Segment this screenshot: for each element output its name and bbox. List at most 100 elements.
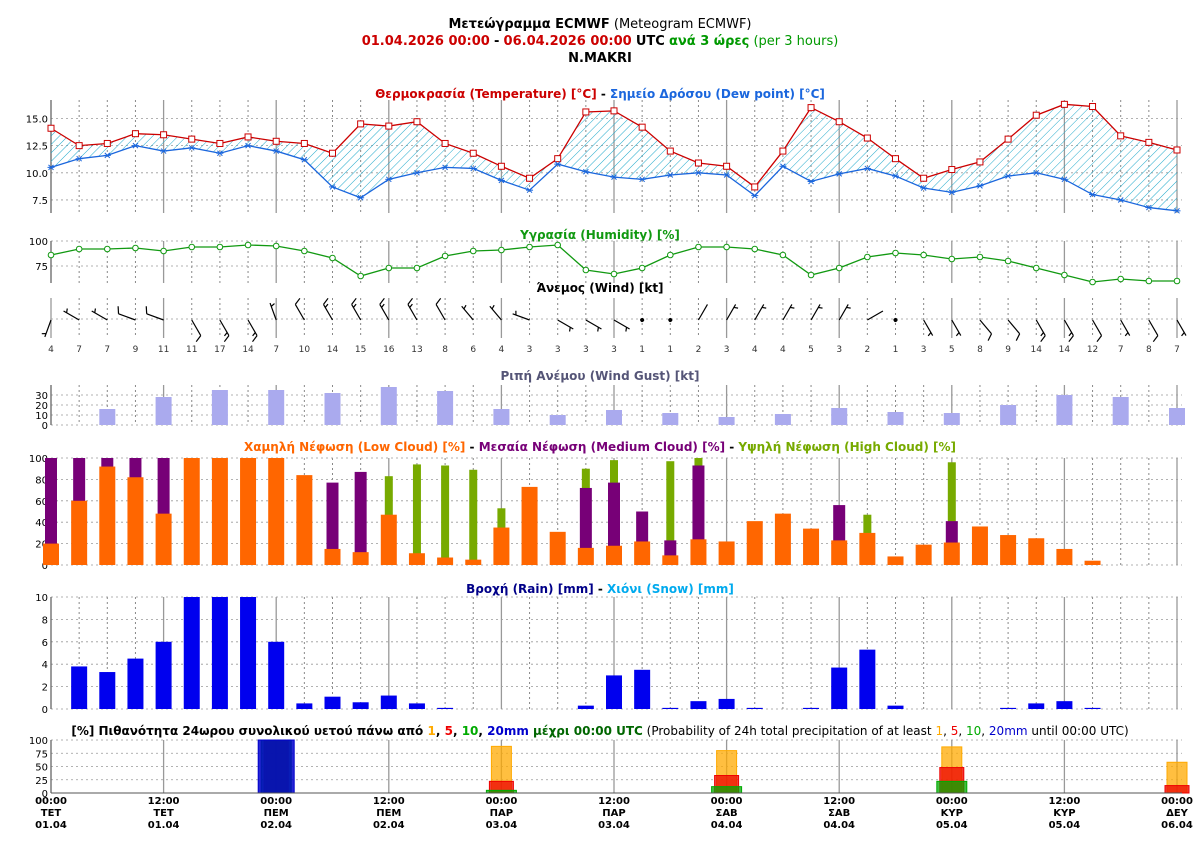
wind-barb-shaft xyxy=(269,302,277,321)
x-tick-label: 03.04 xyxy=(486,820,518,831)
humidity-point xyxy=(610,270,618,278)
low-cloud-bar xyxy=(71,500,88,565)
wind-barb-shaft xyxy=(979,319,992,335)
wind-barb-half-feather xyxy=(491,304,495,310)
wind-barb xyxy=(63,308,80,321)
wind-barb-half-feather xyxy=(761,306,767,309)
high-cloud-bar xyxy=(412,464,421,565)
low-cloud-bar xyxy=(493,527,510,565)
probability-bar-5 xyxy=(1164,785,1190,794)
low-cloud-bar xyxy=(1000,535,1017,565)
temperature-point xyxy=(216,139,224,147)
dewpoint-point xyxy=(441,164,449,171)
x-tick-label: 00:00 xyxy=(936,796,968,807)
wind-speed-label: 17 xyxy=(214,345,225,355)
dewpoint-point-stroke xyxy=(442,164,448,171)
wind-speed-label: 7 xyxy=(1118,345,1124,355)
dewpoint-point xyxy=(892,173,899,179)
x-tick-label: ΠΕΜ xyxy=(264,808,289,819)
wind-barb xyxy=(1120,319,1131,337)
wind-barb-feather xyxy=(117,306,120,314)
x-tick-label: 00:00 xyxy=(1161,796,1193,807)
temperature-point xyxy=(1060,100,1068,108)
y-tick-label: 12.5 xyxy=(26,142,48,153)
dewpoint-point-stroke xyxy=(273,148,280,154)
wind-barb-shaft xyxy=(1063,319,1074,336)
wind-barb-shaft xyxy=(867,310,884,321)
dewpoint-point xyxy=(863,165,871,172)
wind-speed-label: 13 xyxy=(411,345,422,355)
wind-speed-label: 7 xyxy=(76,345,82,355)
dewpoint-point xyxy=(554,161,562,167)
rain-bar xyxy=(1028,703,1045,709)
wind-speed-label: 2 xyxy=(864,345,870,355)
low-cloud-bar xyxy=(127,477,144,565)
wind-speed-label: 9 xyxy=(1005,345,1011,355)
wind-barb xyxy=(1063,319,1074,343)
wind-speed-label: 2 xyxy=(696,345,702,355)
wind-barb xyxy=(191,319,202,343)
wind-barb-feather xyxy=(379,297,385,305)
humidity-point xyxy=(1032,264,1040,272)
x-tick-label: 12:00 xyxy=(598,796,630,807)
rain-title-part: - xyxy=(594,582,607,596)
dewpoint-point xyxy=(385,176,393,183)
low-cloud-bar xyxy=(1056,548,1073,565)
medium-cloud-bar xyxy=(608,482,620,565)
wind-barb xyxy=(810,304,823,321)
dewpoint-point-stroke xyxy=(526,187,533,194)
rain-title-part: Βροχή (Rain) [mm] xyxy=(466,582,594,596)
wind-barb-half-feather xyxy=(927,332,932,337)
wind-speed-label: 4 xyxy=(752,345,758,355)
temperature-point xyxy=(103,139,111,147)
gust-bar xyxy=(211,390,228,425)
dewpoint-point-stroke xyxy=(188,144,195,151)
wind-barb xyxy=(1148,319,1159,343)
x-tick-label: 01.04 xyxy=(35,820,67,831)
dewpoint-point-stroke xyxy=(611,174,617,180)
dewpoint-point xyxy=(1117,197,1125,203)
high-cloud-bar xyxy=(441,465,450,565)
wind-barb xyxy=(117,306,136,321)
wind-barb-half-feather xyxy=(352,303,357,308)
dewpoint-point-stroke xyxy=(695,169,702,176)
wind-calm-dot xyxy=(668,318,673,322)
wind-speed-label: 11 xyxy=(186,345,197,355)
wind-barb xyxy=(407,297,418,321)
humidity-point xyxy=(1117,275,1124,283)
y-tick-label: 2 xyxy=(42,683,48,694)
temperature-point xyxy=(1145,138,1153,146)
low-cloud-bar xyxy=(99,466,116,565)
humidity-point xyxy=(582,266,590,274)
wind-speed-label: 4 xyxy=(48,345,54,355)
wind-barb-shaft xyxy=(697,304,708,321)
dewpoint-point-stroke xyxy=(1061,176,1068,183)
temperature-point xyxy=(807,104,815,112)
gust-bar xyxy=(155,397,172,425)
wind-speed-label: 8 xyxy=(1146,345,1152,355)
wind-barb-feather xyxy=(195,335,202,343)
temperature-point xyxy=(892,155,899,163)
humidity-point xyxy=(807,271,815,279)
gust-bar xyxy=(831,408,848,425)
humidity-point xyxy=(723,243,730,251)
low-cloud-bar xyxy=(352,552,369,565)
y-tick-label: 25 xyxy=(35,776,48,787)
low-cloud-bar xyxy=(211,458,228,565)
probability-bar-20mm xyxy=(257,739,295,794)
humidity-point xyxy=(160,247,167,255)
low-cloud-bar xyxy=(915,544,932,565)
rain-bar xyxy=(634,669,651,709)
dewpoint-point-stroke xyxy=(639,176,646,183)
rain-bar xyxy=(1000,707,1017,709)
wind-barb-shaft xyxy=(782,304,793,321)
wind-barb xyxy=(867,310,884,321)
humidity-point xyxy=(329,254,336,262)
dewpoint-point xyxy=(160,148,168,154)
gust-bar xyxy=(718,417,735,425)
wind-barb xyxy=(294,297,305,321)
wind-vgrid xyxy=(50,298,1178,338)
y-tick-label: 10 xyxy=(35,593,48,604)
dewpoint-point xyxy=(1032,169,1040,176)
dewpoint-point xyxy=(1145,204,1153,211)
